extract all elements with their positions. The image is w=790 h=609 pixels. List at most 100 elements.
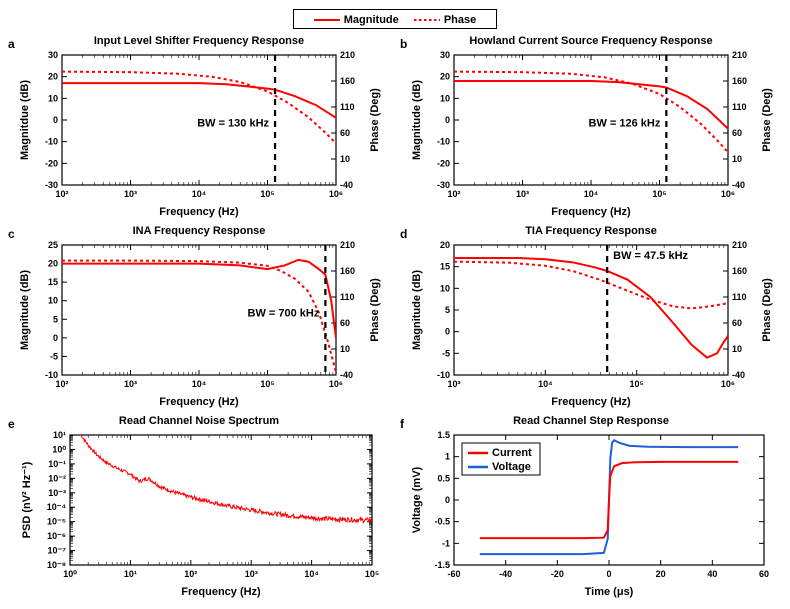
panel-title: Read Channel Step Response bbox=[400, 415, 782, 427]
svg-text:210: 210 bbox=[732, 240, 747, 250]
svg-text:-40: -40 bbox=[340, 370, 353, 380]
svg-text:10⁵: 10⁵ bbox=[260, 379, 274, 389]
svg-text:Magnitude (dB): Magnitude (dB) bbox=[411, 269, 423, 349]
svg-text:60: 60 bbox=[340, 318, 350, 328]
svg-text:10⁰: 10⁰ bbox=[52, 444, 66, 454]
svg-text:10⁵: 10⁵ bbox=[365, 569, 379, 579]
svg-text:10: 10 bbox=[48, 93, 58, 103]
svg-text:10¹: 10¹ bbox=[53, 430, 66, 440]
legend-phase-label: Phase bbox=[444, 14, 476, 26]
svg-text:Phase (Deg): Phase (Deg) bbox=[369, 88, 381, 152]
svg-text:160: 160 bbox=[340, 266, 355, 276]
svg-text:110: 110 bbox=[340, 292, 355, 302]
svg-text:10⁻⁵: 10⁻⁵ bbox=[47, 516, 66, 526]
svg-text:10: 10 bbox=[440, 93, 450, 103]
svg-text:Magnitude (dB): Magnitude (dB) bbox=[19, 269, 31, 349]
panel-title: Read Channel Noise Spectrum bbox=[8, 415, 390, 427]
svg-text:-20: -20 bbox=[437, 158, 450, 168]
svg-text:10⁶: 10⁶ bbox=[721, 189, 735, 199]
svg-text:-20: -20 bbox=[551, 569, 564, 579]
svg-text:-10: -10 bbox=[45, 370, 58, 380]
svg-text:0.5: 0.5 bbox=[437, 473, 450, 483]
svg-text:Time (μs): Time (μs) bbox=[585, 586, 634, 598]
svg-text:10⁶: 10⁶ bbox=[329, 189, 343, 199]
svg-text:Frequency (Hz): Frequency (Hz) bbox=[551, 206, 631, 218]
panel-title: Input Level Shifter Frequency Response bbox=[8, 35, 390, 47]
svg-text:10⁻⁷: 10⁻⁷ bbox=[48, 545, 67, 555]
svg-text:PSD (nV² Hz⁻¹): PSD (nV² Hz⁻¹) bbox=[21, 461, 33, 538]
svg-text:5: 5 bbox=[53, 314, 58, 324]
svg-text:10³: 10³ bbox=[245, 569, 258, 579]
svg-text:0: 0 bbox=[445, 326, 450, 336]
svg-text:10²: 10² bbox=[55, 379, 68, 389]
svg-text:10¹: 10¹ bbox=[124, 569, 137, 579]
svg-text:210: 210 bbox=[340, 240, 355, 250]
svg-text:BW = 126 kHz: BW = 126 kHz bbox=[589, 117, 661, 129]
magnitude-swatch bbox=[314, 19, 340, 22]
svg-text:10⁻³: 10⁻³ bbox=[48, 488, 66, 498]
svg-text:60: 60 bbox=[732, 128, 742, 138]
svg-text:-10: -10 bbox=[437, 370, 450, 380]
svg-text:10⁻²: 10⁻² bbox=[48, 473, 66, 483]
svg-text:25: 25 bbox=[48, 240, 58, 250]
svg-text:-5: -5 bbox=[442, 348, 450, 358]
svg-text:10²: 10² bbox=[55, 189, 68, 199]
svg-text:10: 10 bbox=[732, 154, 742, 164]
svg-text:10: 10 bbox=[48, 295, 58, 305]
svg-text:60: 60 bbox=[732, 318, 742, 328]
svg-text:10⁵: 10⁵ bbox=[260, 189, 274, 199]
svg-text:-10: -10 bbox=[437, 136, 450, 146]
svg-text:Phase (Deg): Phase (Deg) bbox=[761, 88, 773, 152]
svg-text:Phase (Deg): Phase (Deg) bbox=[369, 278, 381, 342]
svg-text:10⁵: 10⁵ bbox=[652, 189, 666, 199]
svg-text:Magnitdue (dB): Magnitdue (dB) bbox=[19, 79, 31, 159]
panel-letter: c bbox=[8, 227, 15, 241]
svg-text:210: 210 bbox=[340, 50, 355, 60]
svg-text:Frequency (Hz): Frequency (Hz) bbox=[159, 396, 239, 408]
svg-text:10⁻⁸: 10⁻⁸ bbox=[47, 560, 66, 570]
svg-text:-40: -40 bbox=[340, 180, 353, 190]
svg-text:20: 20 bbox=[440, 71, 450, 81]
svg-text:0: 0 bbox=[445, 495, 450, 505]
svg-text:30: 30 bbox=[48, 50, 58, 60]
legend-magnitude-label: Magnitude bbox=[344, 14, 399, 26]
svg-text:-30: -30 bbox=[45, 180, 58, 190]
svg-text:5: 5 bbox=[445, 305, 450, 315]
svg-text:10⁻⁴: 10⁻⁴ bbox=[47, 502, 66, 512]
svg-text:-1.5: -1.5 bbox=[434, 560, 450, 570]
svg-text:10³: 10³ bbox=[447, 379, 460, 389]
svg-text:160: 160 bbox=[732, 76, 747, 86]
svg-text:15: 15 bbox=[440, 261, 450, 271]
svg-text:Voltage: Voltage bbox=[492, 461, 531, 473]
panel-title: Howland Current Source Frequency Respons… bbox=[400, 35, 782, 47]
svg-text:-60: -60 bbox=[447, 569, 460, 579]
svg-text:0: 0 bbox=[445, 115, 450, 125]
svg-text:Frequency (Hz): Frequency (Hz) bbox=[159, 206, 239, 218]
panel-letter: e bbox=[8, 417, 15, 431]
svg-text:BW = 130 kHz: BW = 130 kHz bbox=[197, 117, 269, 129]
svg-text:60: 60 bbox=[340, 128, 350, 138]
svg-text:0: 0 bbox=[53, 115, 58, 125]
svg-text:BW = 47.5 kHz: BW = 47.5 kHz bbox=[613, 250, 688, 262]
svg-text:10³: 10³ bbox=[124, 189, 137, 199]
svg-text:40: 40 bbox=[707, 569, 717, 579]
svg-text:20: 20 bbox=[48, 258, 58, 268]
svg-text:Magnitude (dB): Magnitude (dB) bbox=[411, 79, 423, 159]
phase-swatch bbox=[414, 19, 440, 22]
svg-text:-40: -40 bbox=[732, 180, 745, 190]
panel-letter: a bbox=[8, 37, 15, 51]
panel-letter: d bbox=[400, 227, 407, 241]
svg-text:Current: Current bbox=[492, 447, 532, 459]
svg-text:15: 15 bbox=[48, 277, 58, 287]
svg-text:10⁰: 10⁰ bbox=[63, 569, 77, 579]
svg-text:10⁴: 10⁴ bbox=[304, 569, 318, 579]
svg-text:BW = 700 kHz: BW = 700 kHz bbox=[248, 307, 320, 319]
svg-text:-20: -20 bbox=[45, 158, 58, 168]
svg-text:20: 20 bbox=[48, 71, 58, 81]
svg-text:10⁻⁶: 10⁻⁶ bbox=[47, 531, 66, 541]
svg-text:110: 110 bbox=[340, 102, 355, 112]
svg-text:Frequency (Hz): Frequency (Hz) bbox=[551, 396, 631, 408]
svg-text:160: 160 bbox=[340, 76, 355, 86]
svg-text:1: 1 bbox=[445, 451, 450, 461]
svg-text:10: 10 bbox=[340, 154, 350, 164]
